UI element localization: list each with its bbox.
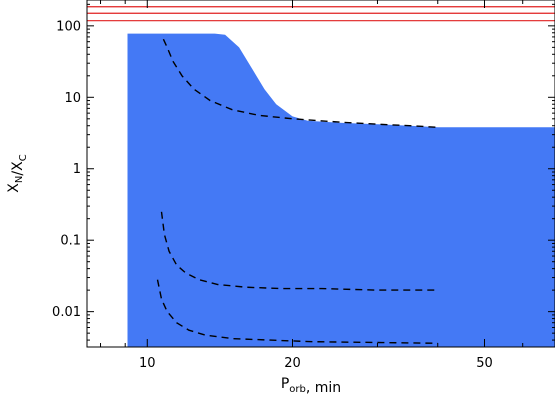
plot-frame xyxy=(86,0,555,348)
y-tick-label: 100 xyxy=(56,19,81,34)
x-tick-label: 10 xyxy=(139,356,156,371)
y-axis-label: XN/XC xyxy=(6,154,29,192)
track-line-2 xyxy=(160,211,438,291)
x-axis-label: Porb, min xyxy=(281,376,341,396)
y-tick-label: 10 xyxy=(64,91,81,106)
y-tick-label: 0.01 xyxy=(52,305,81,320)
x-tick-label: 50 xyxy=(476,356,493,371)
tracks-layer xyxy=(156,38,438,344)
reference-lines-layer xyxy=(87,6,555,22)
chart-region-layer xyxy=(127,33,555,347)
track-line-1 xyxy=(162,38,438,128)
y-tick-label: 0.1 xyxy=(60,234,81,249)
y-tick-label: 1 xyxy=(73,162,81,177)
allowed-region-area xyxy=(127,33,555,347)
labels-layer: 0.01 0.1 1 10 100 10 20 50 Porb, min XN/XC xyxy=(6,19,493,396)
track-line-3 xyxy=(156,279,438,344)
x-tick-label: 20 xyxy=(284,356,301,371)
